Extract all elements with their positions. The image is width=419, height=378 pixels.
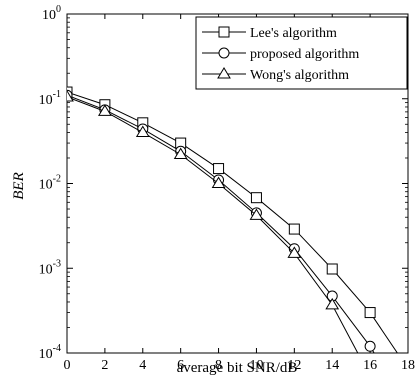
x-tick-label: 16	[363, 358, 377, 373]
triangle-marker	[287, 246, 302, 258]
series-lines	[67, 86, 398, 353]
y-axis-label: BER	[11, 172, 27, 200]
legend-triangle-marker	[217, 67, 231, 79]
triangle-marker	[211, 176, 226, 188]
square-marker	[288, 223, 300, 235]
x-tick-label: 4	[139, 358, 146, 373]
square-marker	[364, 307, 376, 319]
x-tick-label: 2	[101, 358, 108, 373]
triangle-marker	[98, 104, 112, 116]
series-line	[67, 94, 375, 353]
x-tick-label: 6	[177, 358, 184, 373]
y-tick-label: 100	[42, 4, 61, 23]
x-tick-label: 10	[249, 358, 263, 373]
triangle-marker	[67, 89, 74, 102]
x-tick-label: 8	[215, 358, 222, 373]
legend-circle-marker	[218, 47, 230, 59]
legend-square-marker	[218, 26, 230, 38]
y-tick-label: 10-4	[39, 343, 61, 362]
x-tick-label: 14	[325, 358, 339, 373]
legend-label: Wong's algorithm	[250, 68, 349, 83]
y-tick-label: 10-2	[39, 174, 61, 193]
triangle-marker	[325, 297, 340, 310]
triangle-marker	[135, 125, 150, 137]
x-axis-label: average bit SNR/dB	[177, 360, 298, 376]
series-triangle	[67, 89, 359, 353]
x-tick-label: 0	[64, 358, 71, 373]
circle-marker	[364, 340, 376, 352]
square-marker	[326, 263, 338, 275]
legend-label: proposed algorithm	[250, 47, 359, 62]
triangle-marker	[249, 208, 264, 220]
series-circle	[67, 89, 376, 353]
square-marker	[213, 163, 225, 175]
series-line	[67, 96, 359, 353]
x-tick-label: 12	[287, 358, 301, 373]
y-tick-label: 10-1	[39, 89, 61, 108]
series-line	[67, 91, 398, 353]
legend: Lee's algorithm proposed algorithm Wong's …	[195, 16, 408, 90]
series-square	[67, 86, 398, 353]
triangle-marker	[173, 147, 188, 159]
y-tick-label: 10-3	[39, 258, 61, 277]
square-marker	[250, 192, 262, 204]
axis-tick-labels: 0 2 4 6 8 10 12 14 16 18 100 10-1 10-2 10-3 10-4	[39, 4, 415, 373]
x-tick-label: 18	[401, 358, 415, 373]
legend-label: Lee's algorithm	[250, 26, 337, 41]
